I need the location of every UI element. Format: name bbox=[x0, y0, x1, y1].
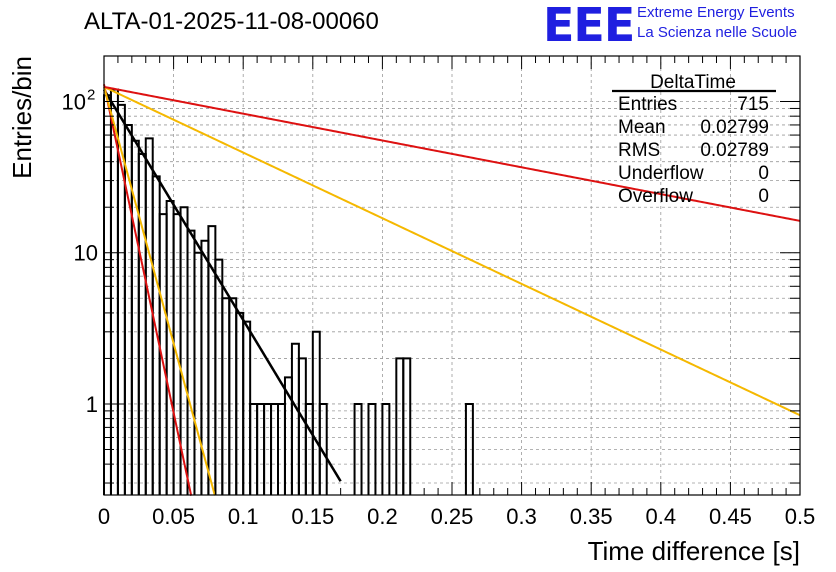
x-tick-label: 0.35 bbox=[570, 504, 613, 529]
histogram-bin bbox=[318, 402, 328, 495]
x-tick-label: 0.5 bbox=[785, 504, 816, 529]
fit-curve-fit bbox=[102, 88, 342, 482]
x-tick-labels: 0 0.05 0.1 0.15 0.2 0.25 0.3 0.35 0.4 0.45 0.5 bbox=[98, 504, 815, 529]
stats-row-label: Underflow bbox=[618, 163, 704, 184]
stats-row-value: 0.02799 bbox=[700, 117, 769, 138]
x-tick-label: 0.25 bbox=[431, 504, 474, 529]
logo-line-extreme-energy-events: Extreme Energy Events bbox=[637, 4, 795, 21]
fit-curve-upper-fast bbox=[103, 86, 216, 496]
stats-row-value: 0 bbox=[758, 186, 769, 207]
histogram-bin bbox=[193, 251, 203, 495]
histogram-bin bbox=[109, 88, 119, 495]
histogram-bin bbox=[214, 258, 224, 495]
x-axis-label: Time difference [s] bbox=[588, 536, 800, 566]
histogram-bin bbox=[297, 357, 307, 495]
stats-row-label: RMS bbox=[618, 140, 660, 161]
x-tick-label: 0.2 bbox=[367, 504, 398, 529]
histogram-bin bbox=[186, 229, 196, 495]
fit-curve-lower-slow bbox=[103, 85, 801, 222]
x-tick-label: 0.45 bbox=[709, 504, 752, 529]
stats-row-label: Mean bbox=[618, 117, 666, 138]
histogram-bin bbox=[464, 402, 474, 495]
histogram-bin bbox=[103, 94, 112, 495]
grid-lines bbox=[104, 56, 800, 495]
histogram-bin bbox=[381, 402, 391, 495]
y-tick-label-exponent: 2 bbox=[87, 87, 95, 104]
histogram-bin bbox=[221, 297, 231, 495]
stats-box-title: DeltaTime bbox=[650, 72, 736, 93]
x-tick-label: 0 bbox=[98, 504, 110, 529]
histogram-bin bbox=[151, 175, 161, 495]
histogram-bin bbox=[242, 320, 252, 495]
y-tick-label: 1 bbox=[86, 392, 98, 417]
chart-title: ALTA-01-2025-11-08-00060 bbox=[84, 8, 379, 35]
x-tick-label: 0.1 bbox=[228, 504, 259, 529]
histogram-bin bbox=[137, 152, 147, 495]
fit-curve-upper-slow bbox=[103, 85, 801, 417]
histogram-bin bbox=[311, 330, 321, 495]
stats-row-label: Overflow bbox=[618, 186, 693, 207]
histogram-bin bbox=[290, 342, 300, 495]
stats-row-value: 715 bbox=[737, 94, 769, 115]
fit-curve-lower-fast bbox=[103, 84, 193, 496]
histogram-bin bbox=[353, 402, 363, 495]
histogram-bin bbox=[228, 297, 238, 495]
y-tick-label: 10 bbox=[62, 90, 86, 115]
stats-row-value: 0 bbox=[758, 163, 769, 184]
eee-logo: EEE bbox=[543, 0, 635, 52]
histogram-bin bbox=[395, 357, 405, 495]
histogram-bin bbox=[165, 199, 175, 495]
stats-row-value: 0.02789 bbox=[700, 140, 769, 161]
axis-ticks bbox=[103, 56, 801, 495]
y-tick-label: 10 bbox=[74, 241, 98, 266]
histogram-bin bbox=[367, 402, 377, 495]
fit-curves bbox=[102, 84, 801, 496]
x-tick-label: 0.15 bbox=[291, 504, 334, 529]
x-tick-label: 0.3 bbox=[506, 504, 537, 529]
stats-row-label: Entries bbox=[618, 94, 677, 115]
x-tick-label: 0.05 bbox=[152, 504, 195, 529]
y-axis-label: Entries/bin bbox=[7, 56, 37, 179]
histogram-bin bbox=[144, 137, 154, 495]
x-tick-label: 0.4 bbox=[646, 504, 677, 529]
logo-line-scienza-nelle-scuole: La Scienza nelle Scuole bbox=[637, 24, 798, 41]
histogram-bin bbox=[402, 357, 412, 495]
